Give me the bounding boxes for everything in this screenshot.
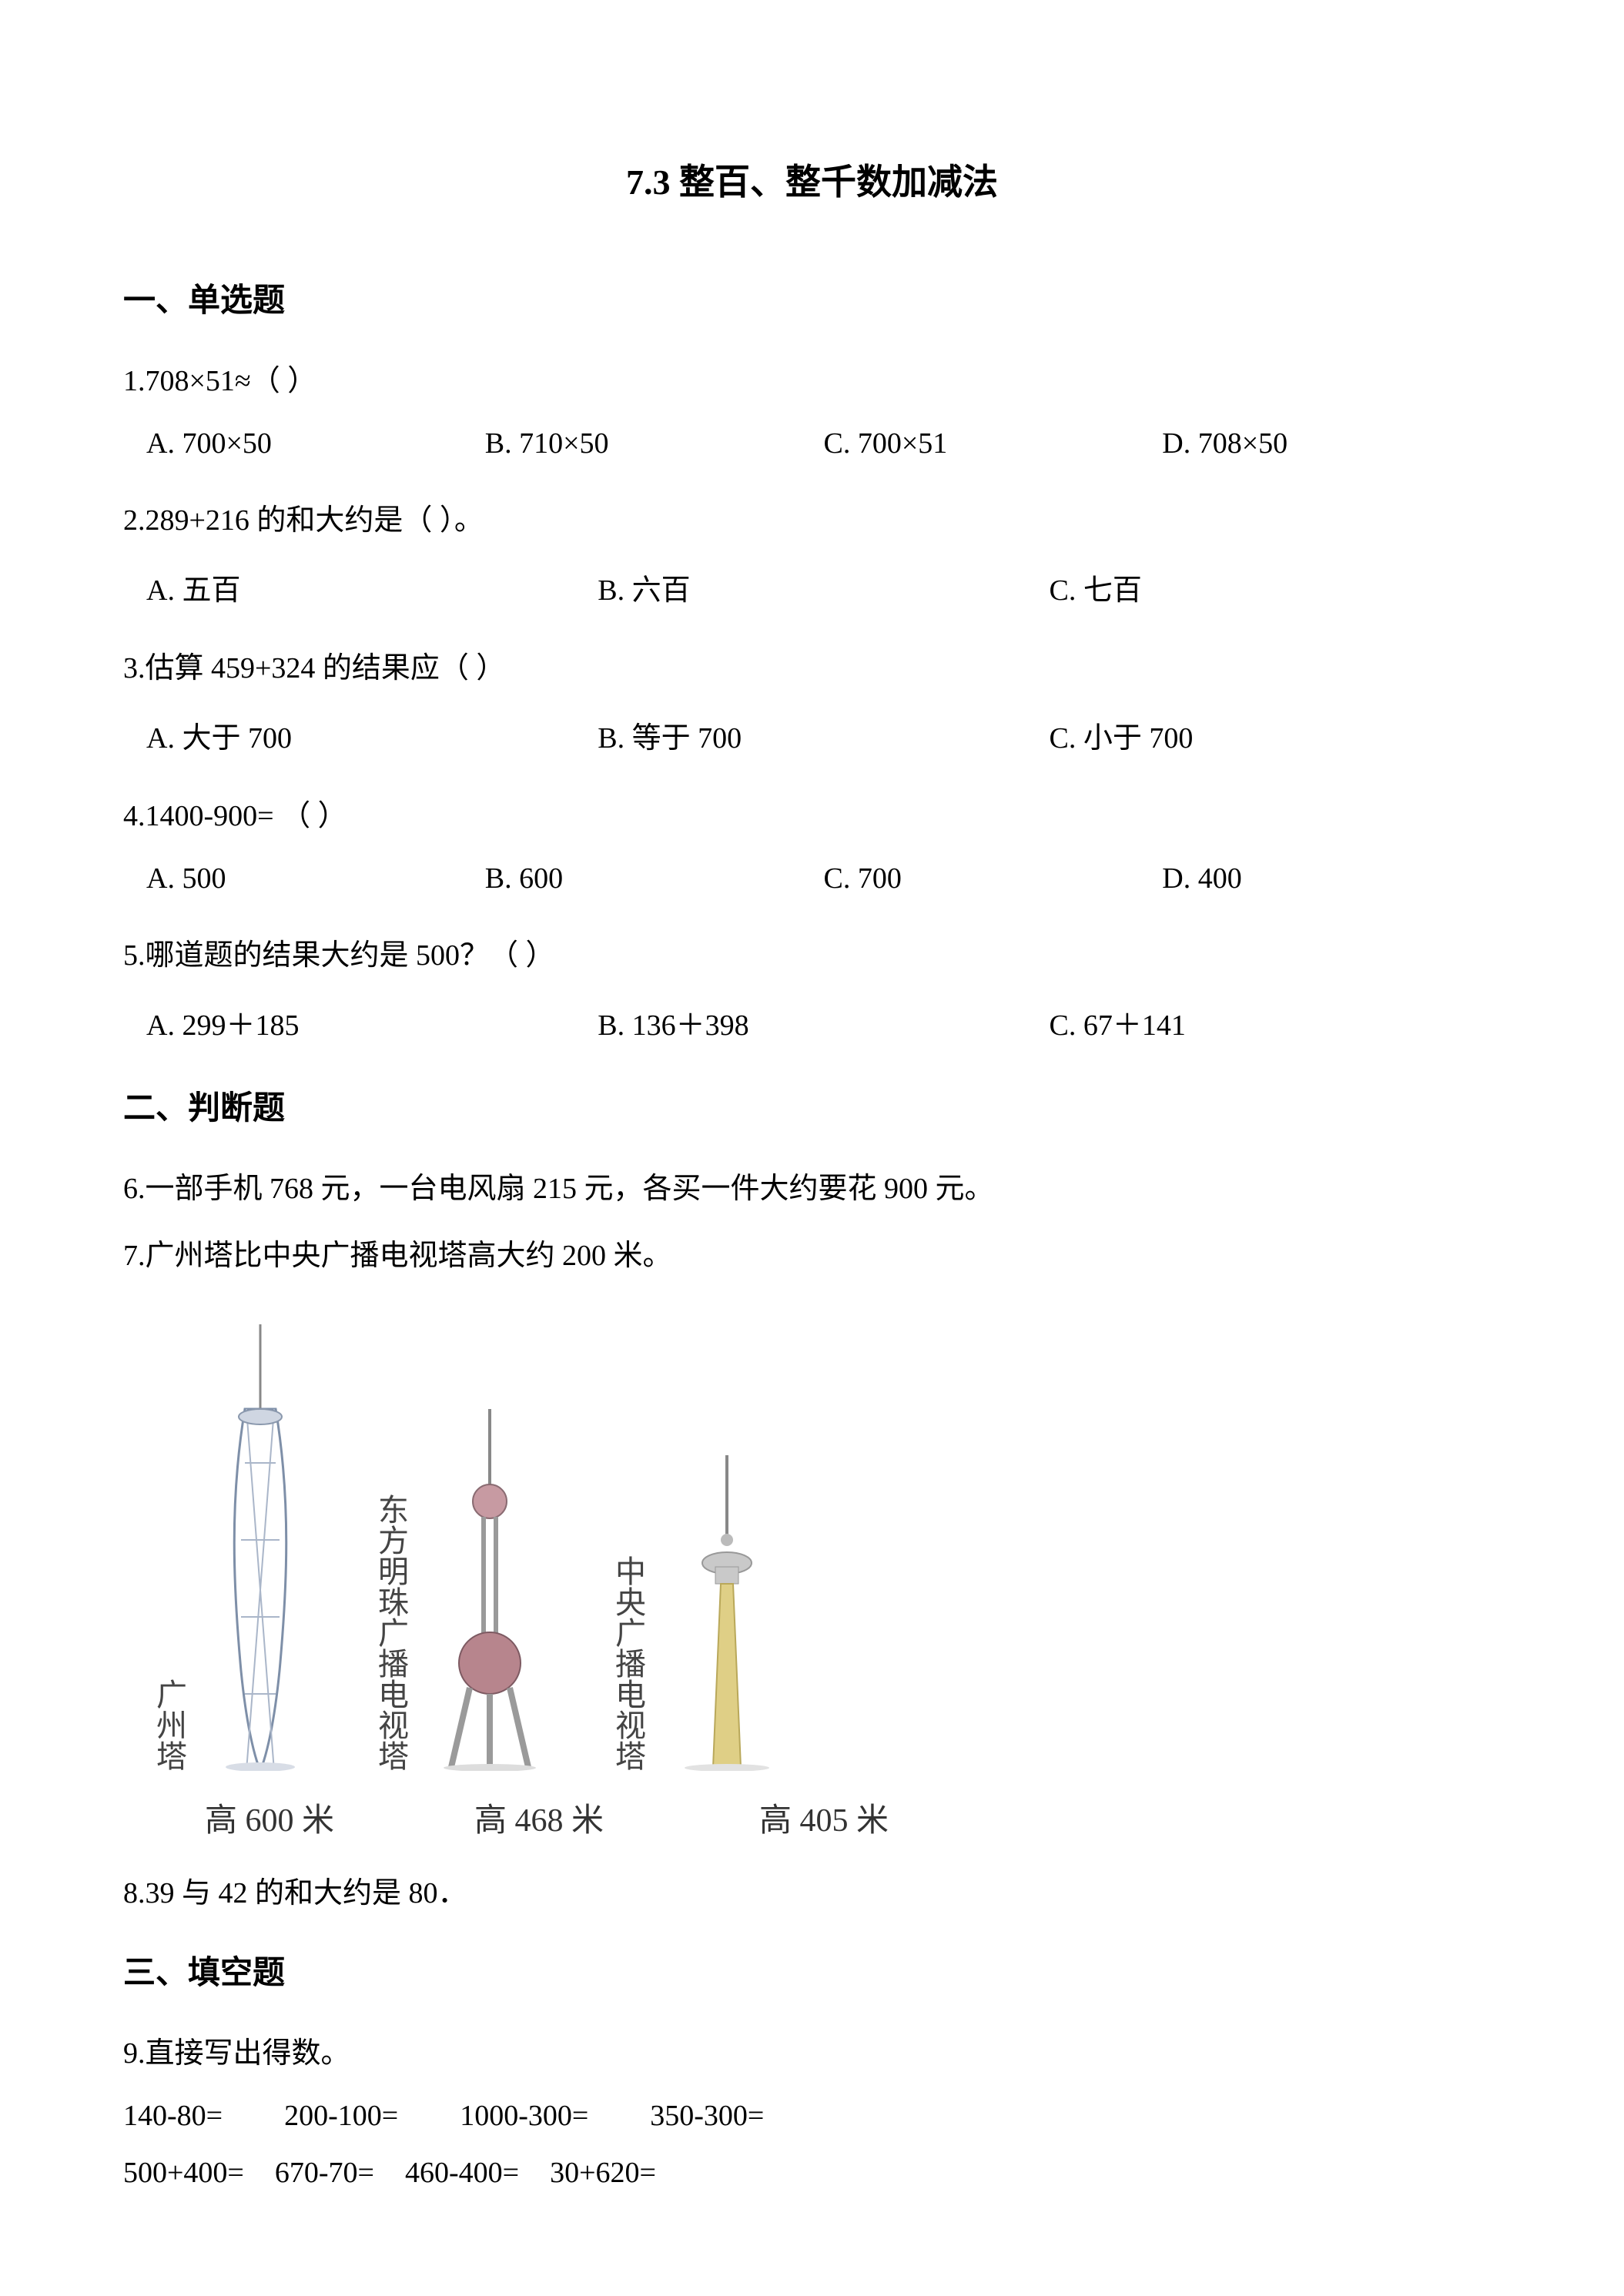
q9-r1-b: 200-100= (284, 2099, 398, 2133)
tower-2-block: 东方明珠广播电视塔 (368, 1309, 559, 1771)
q4-options: A. 500 B. 600 C. 700 D. 400 (123, 862, 1501, 895)
q9-r1-d: 350-300= (650, 2099, 764, 2133)
tower-3-label: 中央广播电视塔 (605, 1555, 650, 1771)
q9-r1-a: 140-80= (123, 2099, 223, 2133)
tower-1-label: 广州塔 (146, 1678, 191, 1771)
q2-option-a: A. 五百 (146, 566, 598, 608)
q5-option-b: B. 136＋398 (598, 1001, 1049, 1043)
q3-option-b: B. 等于 700 (598, 714, 1049, 756)
q8-text: 8.39 与 42 的和大约是 80． (123, 1872, 1501, 1916)
q2-text: 2.289+216 的和大约是（ ）。 (123, 499, 1501, 543)
q1-options: A. 700×50 B. 710×50 C. 700×51 D. 708×50 (123, 427, 1501, 460)
canton-tower-icon (199, 1309, 322, 1771)
tower-3-block: 中央广播电视塔 (605, 1309, 796, 1771)
q9-text: 9.直接写出得数。 (123, 2032, 1501, 2076)
q5-option-a: A. 299＋185 (146, 1001, 598, 1043)
q4-option-c: C. 700 (824, 862, 1163, 895)
q3-text: 3.估算 459+324 的结果应（ ） (123, 647, 1501, 691)
q9-r2-b: 670-70= (275, 2156, 374, 2190)
tower-2-label: 东方明珠广播电视塔 (368, 1494, 413, 1771)
section-heading-2: 二、判断题 (123, 1082, 1501, 1129)
q5-options: A. 299＋185 B. 136＋398 C. 67＋141 (123, 1001, 1501, 1043)
q9-r1-c: 1000-300= (460, 2099, 588, 2133)
q3-option-c: C. 小于 700 (1050, 714, 1501, 756)
q9-row2: 500+400= 670-70= 460-400= 30+620= (123, 2156, 1501, 2190)
q4-option-d: D. 400 (1162, 862, 1501, 895)
section-heading-1: 一、单选题 (123, 274, 1501, 321)
page-title: 7.3 整百、整千数加减法 (123, 154, 1501, 205)
q7-text: 7.广州塔比中央广播电视塔高大约 200 米。 (123, 1234, 1501, 1278)
tower-captions: 高 600 米 高 468 米 高 405 米 (162, 1794, 1501, 1841)
q2-option-b: B. 六百 (598, 566, 1049, 608)
q3-options: A. 大于 700 B. 等于 700 C. 小于 700 (123, 714, 1501, 756)
section-heading-3: 三、填空题 (123, 1946, 1501, 1993)
q4-text: 4.1400-900= （ ） (123, 795, 1501, 838)
q5-text: 5.哪道题的结果大约是 500？（ ） (123, 934, 1501, 978)
q4-option-b: B. 600 (485, 862, 824, 895)
tower-2-caption: 高 468 米 (424, 1794, 655, 1841)
q1-option-c: C. 700×51 (824, 427, 1163, 460)
q1-option-b: B. 710×50 (485, 427, 824, 460)
cctv-tower-icon (658, 1309, 796, 1771)
tower-3-caption: 高 405 米 (701, 1794, 947, 1841)
q1-option-a: A. 700×50 (146, 427, 485, 460)
q3-option-a: A. 大于 700 (146, 714, 598, 756)
tower-figure: 广州塔 东方明珠广播电视塔 (146, 1309, 1501, 1771)
oriental-pearl-tower-icon (420, 1309, 559, 1771)
q9-row1: 140-80= 200-100= 1000-300= 350-300= (123, 2099, 1501, 2133)
q6-text: 6.一部手机 768 元，一台电风扇 215 元，各买一件大约要花 900 元。 (123, 1167, 1501, 1211)
q9-r2-c: 460-400= (405, 2156, 519, 2190)
q5-option-c: C. 67＋141 (1050, 1001, 1501, 1043)
q1-text: 1.708×51≈（ ） (123, 360, 1501, 403)
q2-option-c: C. 七百 (1050, 566, 1501, 608)
q2-options: A. 五百 B. 六百 C. 七百 (123, 566, 1501, 608)
q9-r2-d: 30+620= (550, 2156, 656, 2190)
tower-1-caption: 高 600 米 (162, 1794, 377, 1841)
page-container: 7.3 整百、整千数加减法 一、单选题 1.708×51≈（ ） A. 700×… (0, 0, 1624, 2296)
q9-r2-a: 500+400= (123, 2156, 244, 2190)
q4-option-a: A. 500 (146, 862, 485, 895)
q1-option-d: D. 708×50 (1162, 427, 1501, 460)
tower-1-block: 广州塔 (146, 1309, 322, 1771)
